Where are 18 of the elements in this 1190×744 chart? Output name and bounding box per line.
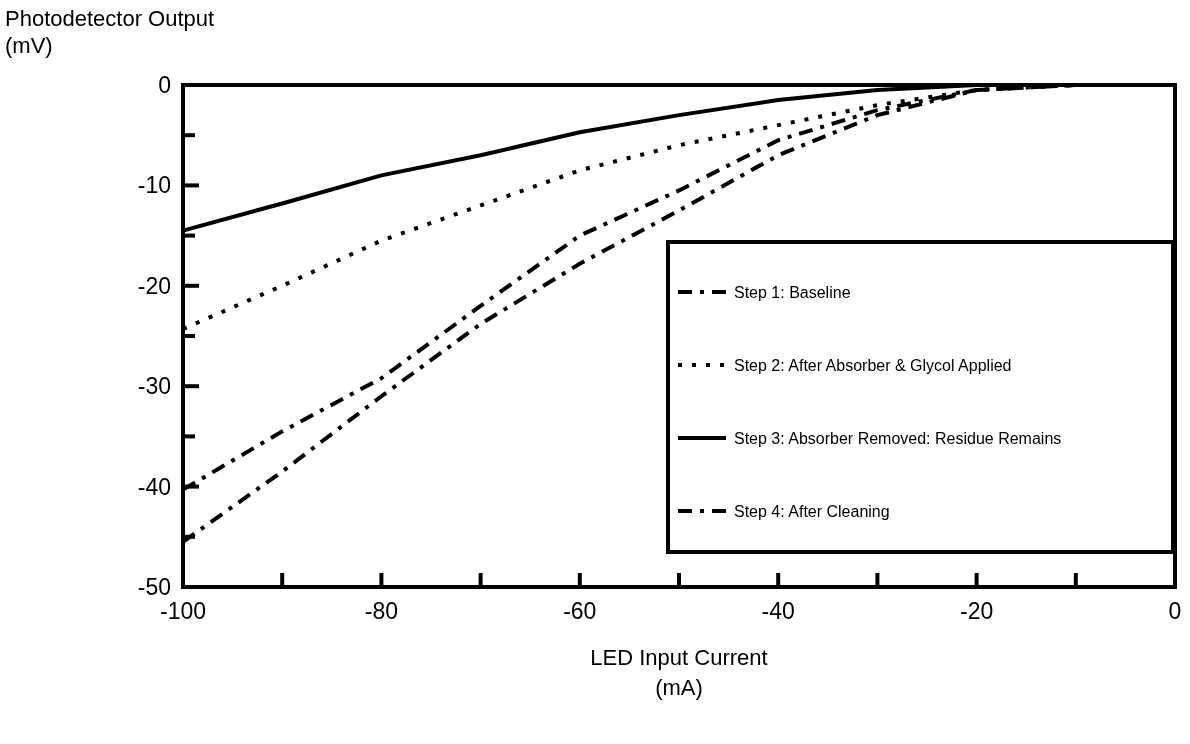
x-tick-label: -60: [563, 598, 597, 624]
x-tick-label: -20: [959, 598, 994, 624]
y-tick-label: -20: [137, 272, 171, 299]
legend-label: Step 2: After Absorber & Glycol Applied: [734, 357, 1012, 374]
x-axis-title: LED Input Current (mA): [590, 645, 768, 700]
y-tick-label: -40: [137, 473, 171, 500]
legend-label: Step 3: Absorber Removed: Residue Remains: [734, 430, 1062, 447]
y-tick-label: -50: [137, 574, 171, 601]
y-axis-title: Photodetector Output (mV): [5, 6, 215, 58]
legend-label: Step 4: After Cleaning: [734, 503, 890, 520]
y-tick-label: -10: [137, 172, 171, 199]
x-tick-label: -80: [364, 598, 399, 624]
legend-label: Step 1: Baseline: [734, 284, 851, 301]
x-tick-label: -40: [761, 598, 795, 624]
y-tick-label: -30: [137, 373, 171, 400]
x-tick-label: 0: [1168, 598, 1182, 624]
x-tick-label: -100: [159, 598, 207, 624]
y-tick-label: 0: [158, 72, 171, 99]
